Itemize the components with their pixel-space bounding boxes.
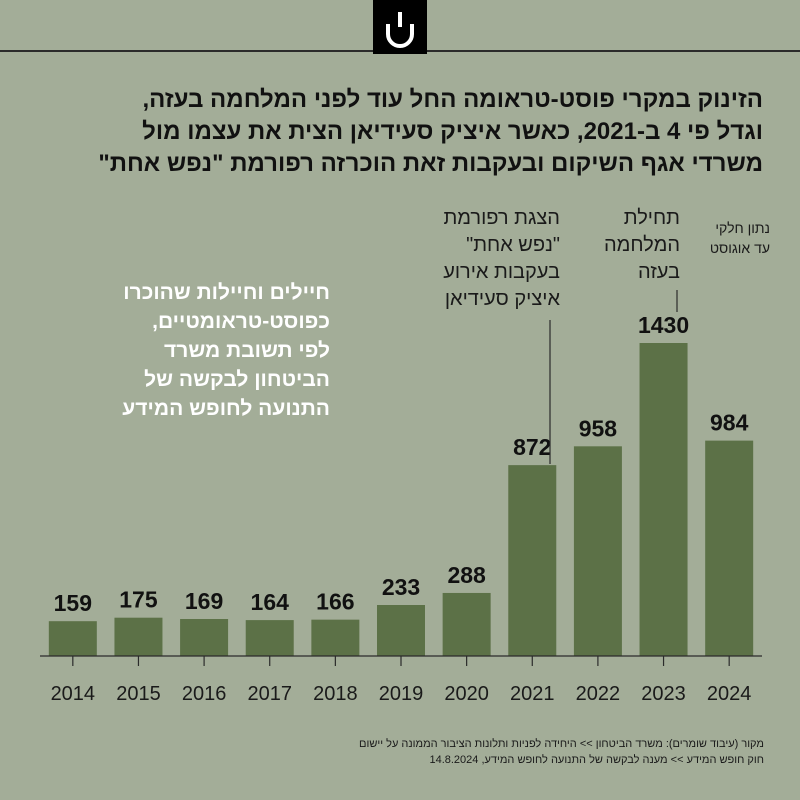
x-tick-label-2017: 2017	[247, 683, 292, 705]
value-label-2023: 1430	[638, 312, 689, 338]
annotation-line: תחילת	[623, 207, 680, 229]
source-line: מקור (עיבוד שומרים): משרד הביטחון >> היח…	[359, 738, 764, 750]
x-tick-label-2021: 2021	[510, 683, 555, 705]
bar-2023	[639, 343, 688, 656]
bar-2015	[114, 617, 163, 656]
title-line: הזינוק במקרי פוסט-טראומה החל עוד לפני המ…	[142, 86, 763, 113]
annotation-line: הצגת רפורמת	[443, 207, 560, 229]
bar-2024	[705, 440, 754, 656]
source-line: חוק חופש המידע >> מענה לבקשה של התנועה ל…	[429, 754, 764, 766]
annotation-line: נתון חלקי	[715, 220, 770, 236]
value-label-2015: 175	[119, 587, 158, 613]
source-note: מקור (עיבוד שומרים): משרד הביטחון >> היח…	[300, 736, 764, 768]
description-line: חיילים וחיילות שהוכרו	[123, 281, 330, 304]
bar-2018	[311, 619, 360, 656]
value-label-2019: 233	[382, 574, 420, 600]
bar-2016	[180, 619, 229, 656]
x-tick-label-2022: 2022	[576, 683, 621, 705]
annotation-2023: תחילת המלחמה בעזה	[590, 205, 680, 286]
annotation-line: איציק סעידיאן	[444, 288, 560, 310]
x-tick-label-2024: 2024	[707, 683, 752, 705]
series-description: חיילים וחיילות שהוכרו כפוסט-טראומטיים, ל…	[70, 278, 330, 423]
chart-title: הזינוק במקרי פוסט-טראומה החל עוד לפני המ…	[40, 84, 763, 180]
value-label-2018: 166	[316, 589, 354, 615]
shomrim-logo-icon	[373, 0, 427, 54]
value-label-2014: 159	[54, 590, 92, 616]
x-tick-label-2015: 2015	[116, 683, 161, 705]
title-line: משרדי אגף השיקום ובעקבות זאת הוכרזה רפור…	[98, 150, 763, 177]
bar-2021	[508, 465, 557, 656]
title-line: וגדל פי 4 ב-2021, כאשר איציק סעידיאן הצי…	[142, 118, 763, 145]
x-tick-label-2014: 2014	[51, 683, 96, 705]
annotation-line: המלחמה	[604, 234, 680, 256]
value-label-2022: 958	[579, 415, 618, 441]
annotation-line: בעקבות אירוע	[443, 261, 560, 283]
annotation-line: בעזה	[638, 261, 680, 283]
annotation-2021: הצגת רפורמת "נפש אחת" בעקבות אירוע איציק…	[420, 205, 560, 313]
bar-2017	[245, 620, 294, 656]
x-tick-label-2019: 2019	[379, 683, 424, 705]
description-line: התנועה לחופש המידע	[122, 397, 330, 420]
x-tick-label-2020: 2020	[444, 683, 489, 705]
bar-2014	[48, 621, 97, 656]
bar-2022	[573, 446, 622, 656]
annotation-2024: נתון חלקי עד אוגוסט	[690, 218, 770, 258]
description-line: הביטחון לבקשה של	[144, 368, 330, 391]
bar-2019	[377, 605, 425, 656]
description-line: לפי תשובת משרד	[164, 339, 330, 362]
annotation-line: "נפש אחת"	[466, 234, 560, 256]
description-line: כפוסט-טראומטיים,	[152, 310, 330, 333]
value-label-2016: 169	[185, 588, 223, 614]
value-label-2017: 164	[251, 589, 290, 615]
x-tick-label-2016: 2016	[182, 683, 227, 705]
value-label-2021: 872	[513, 434, 551, 460]
x-tick-label-2023: 2023	[641, 683, 686, 705]
annotation-line: עד אוגוסט	[709, 240, 770, 256]
value-label-2024: 984	[710, 410, 749, 436]
bar-2020	[442, 592, 491, 656]
value-label-2020: 288	[447, 562, 486, 588]
x-tick-label-2018: 2018	[313, 683, 358, 705]
